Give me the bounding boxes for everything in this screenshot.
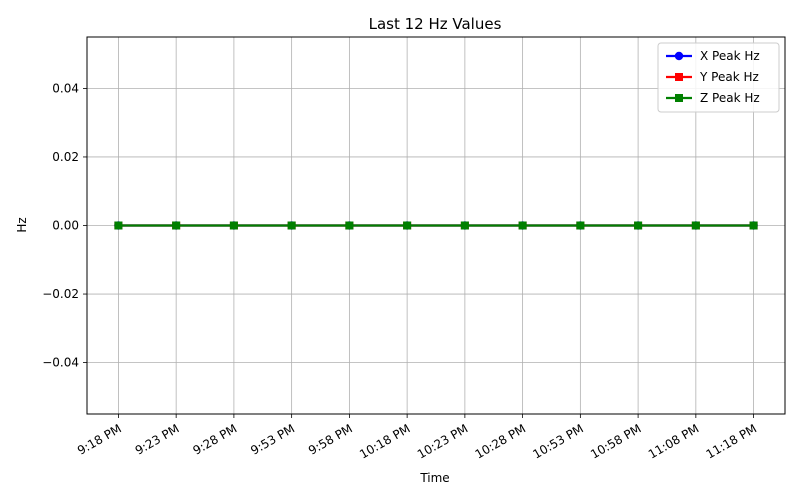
legend-entry: X Peak Hz <box>666 49 760 63</box>
data-point <box>114 221 123 230</box>
legend-label: Y Peak Hz <box>699 70 759 84</box>
y-tick-label: 0.00 <box>52 219 79 233</box>
data-point <box>229 221 238 230</box>
legend-entry: Y Peak Hz <box>666 70 759 84</box>
series-z-peak-hz <box>114 221 758 230</box>
legend-marker <box>675 94 683 102</box>
y-tick-label: −0.04 <box>42 356 79 370</box>
data-point <box>403 221 412 230</box>
series-layer <box>114 221 758 230</box>
data-point <box>460 221 469 230</box>
chart-title: Last 12 Hz Values <box>369 15 502 33</box>
data-point <box>287 221 296 230</box>
legend-label: Z Peak Hz <box>700 91 760 105</box>
data-point <box>749 221 758 230</box>
legend-box <box>657 42 780 113</box>
x-axis-label: Time <box>419 471 449 485</box>
y-axis-label: Hz <box>15 217 29 232</box>
y-axis-ticks: 0.04 0.02 0.00 −0.02 −0.04 <box>42 81 87 370</box>
legend: X Peak Hz Y Peak Hz Z Peak Hz <box>657 42 780 113</box>
data-point <box>172 221 181 230</box>
data-point <box>518 221 527 230</box>
y-tick-label: 0.02 <box>52 150 79 164</box>
data-point <box>691 221 700 230</box>
legend-marker <box>674 51 684 61</box>
legend-entry: Z Peak Hz <box>666 91 760 105</box>
y-tick-label: −0.02 <box>42 287 79 301</box>
legend-marker <box>675 73 683 81</box>
legend-label: X Peak Hz <box>700 49 760 63</box>
data-point <box>576 221 585 230</box>
data-point <box>634 221 643 230</box>
y-tick-label: 0.04 <box>52 81 79 95</box>
data-point <box>345 221 354 230</box>
